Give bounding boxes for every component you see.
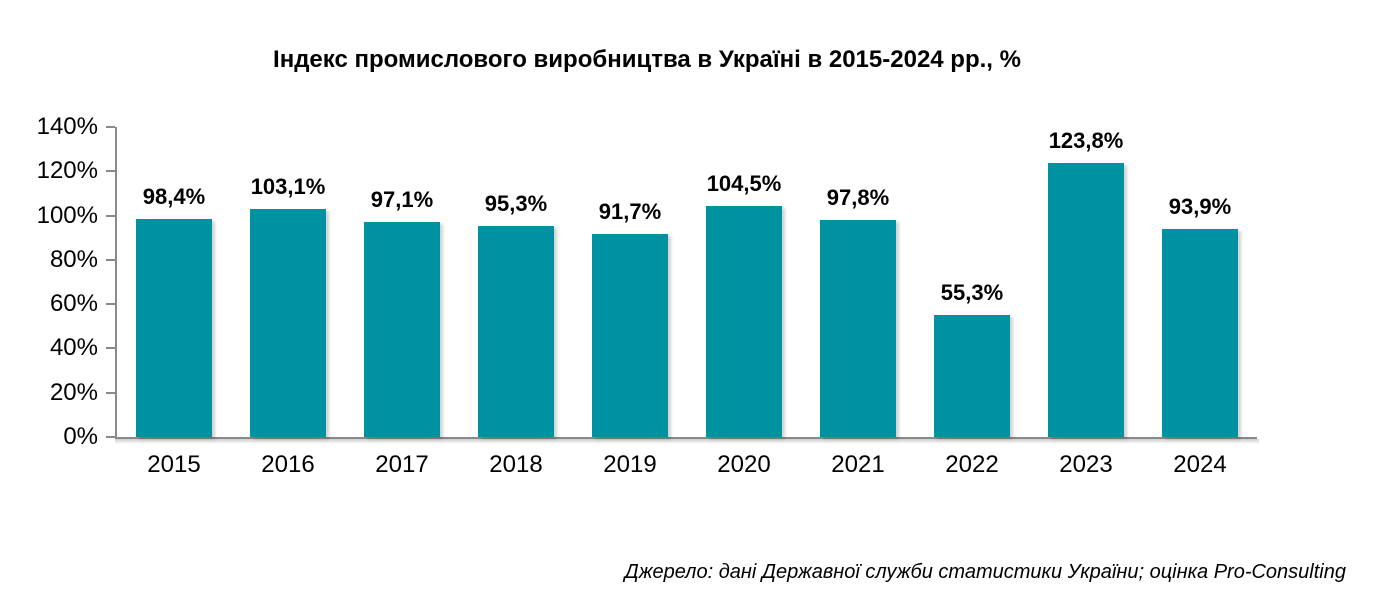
bar-value-label: 123,8%: [1048, 127, 1124, 153]
bar: [1047, 162, 1125, 437]
y-axis-tick: [106, 303, 115, 306]
bar: [363, 222, 441, 437]
bar: [477, 225, 555, 437]
bar-value-label: 97,1%: [370, 187, 434, 212]
y-axis-tick-label: 0%: [63, 423, 98, 450]
x-axis-label: 2016: [261, 451, 315, 478]
y-axis-tick: [106, 214, 115, 217]
bar: [933, 314, 1011, 437]
x-axis-label: 2023: [1059, 451, 1113, 478]
bar-value-label: 104,5%: [706, 170, 782, 196]
bar-slot-2015: 98,4% 2015: [117, 127, 231, 478]
bar-value-label: 91,7%: [598, 198, 662, 224]
y-axis-tick-label: 120%: [36, 157, 98, 185]
y-axis-tick-label: 20%: [49, 378, 98, 406]
bar-slot-2018: 95,3% 2018: [459, 127, 573, 478]
y-axis-tick: [106, 258, 115, 261]
x-axis-label: 2020: [717, 451, 771, 478]
x-axis-label: 2022: [945, 451, 999, 478]
x-axis-label: 2015: [147, 451, 201, 478]
bar: [705, 205, 783, 437]
bar: [591, 233, 669, 437]
bar-slot-2024: 93,9% 2024: [1143, 127, 1257, 478]
bar-value-label: 98,4%: [142, 184, 206, 210]
x-axis-label: 2019: [603, 451, 657, 478]
y-axis-tick-label: 80%: [49, 245, 98, 273]
y-axis-tick-label: 140%: [36, 113, 98, 140]
y-axis-tick-label: 40%: [49, 334, 98, 362]
bar-value-label: 103,1%: [250, 173, 326, 199]
bar-slot-2019: 91,7% 2019: [573, 127, 687, 478]
x-axis-label: 2021: [831, 451, 885, 478]
bar: [249, 208, 327, 437]
bar-value-label: 93,9%: [1168, 194, 1232, 220]
chart-title: Індекс промислового виробництва в Україн…: [273, 46, 1021, 73]
bar-value-label: 55,3%: [940, 279, 1004, 305]
bar-slot-2021: 97,8% 2021: [801, 127, 915, 478]
source-note: Джерело: дані Державної служби статистик…: [624, 561, 1346, 583]
y-axis-labels: 140% 120% 100% 80% 60% 40% 20% 0%: [0, 113, 98, 450]
bar-slot-2023: 123,8% 2023: [1029, 127, 1143, 478]
bar-slot-2020: 104,5% 2020: [687, 127, 801, 478]
bar-slot-2017: 97,1% 2017: [345, 127, 459, 478]
y-axis-tick: [106, 126, 115, 128]
bar: [1161, 229, 1239, 437]
y-axis-tick: [106, 436, 115, 438]
y-axis-tick: [106, 391, 115, 394]
x-axis-label: 2017: [375, 451, 429, 478]
bars-container: 98,4% 2015 103,1% 2016 97,1% 2017 95,3% 2018 91,…: [117, 127, 1257, 478]
bar-slot-2016: 103,1% 2016: [231, 127, 345, 478]
x-axis-label: 2024: [1173, 451, 1227, 478]
x-axis-label: 2018: [489, 451, 543, 478]
bar-value-label: 97,8%: [826, 185, 890, 211]
bar: [135, 219, 213, 437]
y-axis-tick: [106, 347, 115, 350]
y-axis-tick-label: 60%: [49, 290, 98, 318]
plot-area: 98,4% 2015 103,1% 2016 97,1% 2017 95,3% 2018 91,…: [106, 126, 1259, 478]
y-axis-tick-label: 100%: [36, 201, 98, 229]
y-axis-tick: [106, 170, 115, 173]
bar-value-label: 95,3%: [484, 190, 548, 216]
bar: [819, 220, 897, 437]
bar-slot-2022: 55,3% 2022: [915, 127, 1029, 478]
